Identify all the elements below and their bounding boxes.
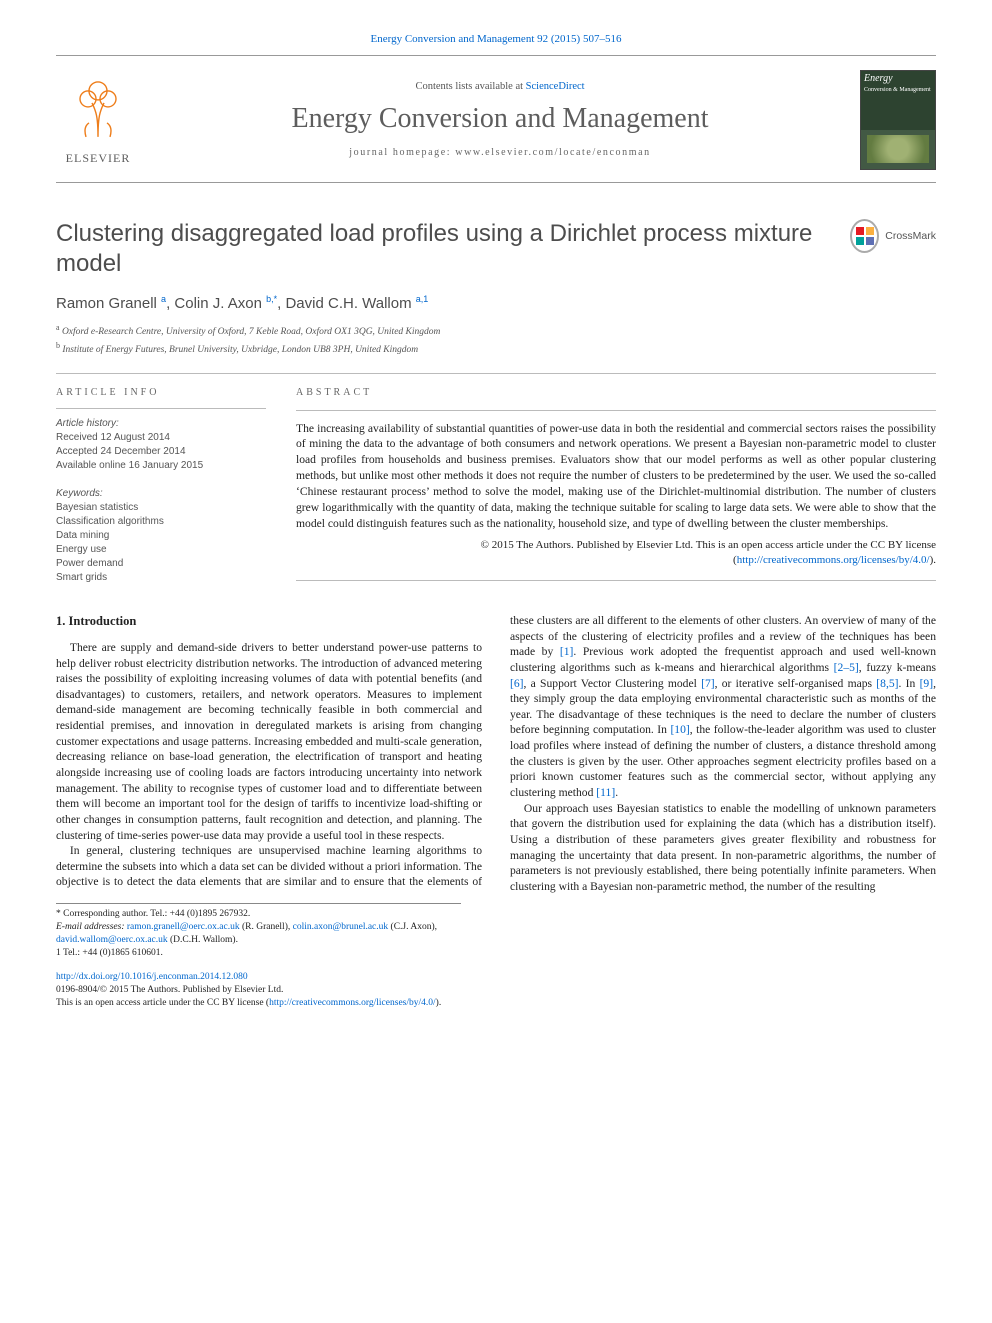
- article-history-label: Article history:: [56, 417, 266, 431]
- history-line: Received 12 August 2014: [56, 431, 266, 445]
- article-info-heading: ARTICLE INFO: [56, 386, 266, 400]
- crossmark-icon: [850, 219, 879, 253]
- keyword: Smart grids: [56, 571, 266, 585]
- keyword: Power demand: [56, 557, 266, 571]
- footnotes: * Corresponding author. Tel.: +44 (0)189…: [56, 903, 461, 961]
- article-body: 1. Introduction There are supply and dem…: [56, 613, 936, 895]
- copyright-suffix: ).: [930, 554, 936, 566]
- divider-top: [56, 55, 936, 56]
- abstract-block: ABSTRACT The increasing availability of …: [296, 386, 936, 585]
- journal-title: Energy Conversion and Management: [164, 100, 836, 138]
- ref-link[interactable]: [8,5]: [876, 677, 898, 690]
- masthead: ELSEVIER Contents lists available at Sci…: [56, 64, 936, 183]
- journal-citation-link[interactable]: Energy Conversion and Management 92 (201…: [371, 33, 622, 45]
- email-addresses: E-mail addresses: ramon.granell@oerc.ox.…: [56, 921, 461, 948]
- masthead-center: Contents lists available at ScienceDirec…: [164, 80, 836, 159]
- email-link[interactable]: david.wallom@oerc.ox.ac.uk: [56, 935, 168, 945]
- footer-metadata: http://dx.doi.org/10.1016/j.enconman.201…: [56, 971, 936, 1011]
- corresponding-author: * Corresponding author. Tel.: +44 (0)189…: [56, 908, 461, 921]
- elsevier-logo: ELSEVIER: [56, 74, 140, 166]
- license-link[interactable]: http://creativecommons.org/licenses/by/4…: [269, 998, 436, 1008]
- ref-link[interactable]: [11]: [596, 786, 615, 799]
- ref-link[interactable]: [7]: [701, 677, 715, 690]
- paper-title: Clustering disaggregated load profiles u…: [56, 219, 838, 279]
- journal-homepage: journal homepage: www.elsevier.com/locat…: [164, 146, 836, 160]
- cover-title: Energy: [864, 74, 932, 84]
- ref-link[interactable]: [2–5]: [834, 661, 859, 674]
- journal-citation: Energy Conversion and Management 92 (201…: [56, 32, 936, 47]
- elsevier-tree-icon: [68, 74, 128, 150]
- tel-note: 1 Tel.: +44 (0)1865 610601.: [56, 947, 461, 960]
- article-info: ARTICLE INFO Article history: Received 1…: [56, 386, 266, 585]
- license-prefix: This is an open access article under the…: [56, 998, 269, 1008]
- email-link[interactable]: colin.axon@brunel.ac.uk: [293, 922, 389, 932]
- history-line: Accepted 24 December 2014: [56, 445, 266, 459]
- cc-license-link[interactable]: http://creativecommons.org/licenses/by/4…: [737, 554, 930, 566]
- ref-link[interactable]: [6]: [510, 677, 524, 690]
- email-link[interactable]: ramon.granell@oerc.ox.ac.uk: [127, 922, 240, 932]
- contents-available-line: Contents lists available at ScienceDirec…: [164, 80, 836, 94]
- license-suffix: ).: [436, 998, 442, 1008]
- keyword: Classification algorithms: [56, 515, 266, 529]
- keyword: Data mining: [56, 529, 266, 543]
- keyword: Energy use: [56, 543, 266, 557]
- ref-link[interactable]: [1]: [560, 645, 574, 658]
- keywords-label: Keywords:: [56, 487, 266, 501]
- intro-para-1: There are supply and demand-side drivers…: [56, 640, 482, 843]
- keyword: Bayesian statistics: [56, 501, 266, 515]
- abstract-text: The increasing availability of substanti…: [296, 421, 936, 533]
- ref-link[interactable]: [9]: [920, 677, 934, 690]
- contents-prefix: Contents lists available at: [415, 81, 525, 92]
- journal-cover-thumbnail: Energy Conversion & Management: [860, 70, 936, 170]
- authors-line: Ramon Granell a, Colin J. Axon b,*, Davi…: [56, 293, 936, 314]
- license-line: This is an open access article under the…: [56, 997, 936, 1010]
- intro-para-3: Our approach uses Bayesian statistics to…: [510, 801, 936, 895]
- section-heading-intro: 1. Introduction: [56, 613, 482, 630]
- sciencedirect-link[interactable]: ScienceDirect: [526, 81, 585, 92]
- divider-under-affiliations: [56, 373, 936, 374]
- issn-line: 0196-8904/© 2015 The Authors. Published …: [56, 984, 936, 997]
- doi-link[interactable]: http://dx.doi.org/10.1016/j.enconman.201…: [56, 972, 248, 982]
- elsevier-wordmark: ELSEVIER: [66, 150, 131, 166]
- abstract-heading: ABSTRACT: [296, 386, 936, 400]
- crossmark-label: CrossMark: [885, 229, 936, 243]
- history-line: Available online 16 January 2015: [56, 459, 266, 473]
- crossmark-badge[interactable]: CrossMark: [850, 219, 936, 253]
- abstract-copyright: © 2015 The Authors. Published by Elsevie…: [296, 538, 936, 568]
- affiliations: a Oxford e-Research Centre, University o…: [56, 322, 936, 357]
- ref-link[interactable]: [10]: [670, 723, 689, 736]
- cover-subtitle: Conversion & Management: [864, 86, 932, 94]
